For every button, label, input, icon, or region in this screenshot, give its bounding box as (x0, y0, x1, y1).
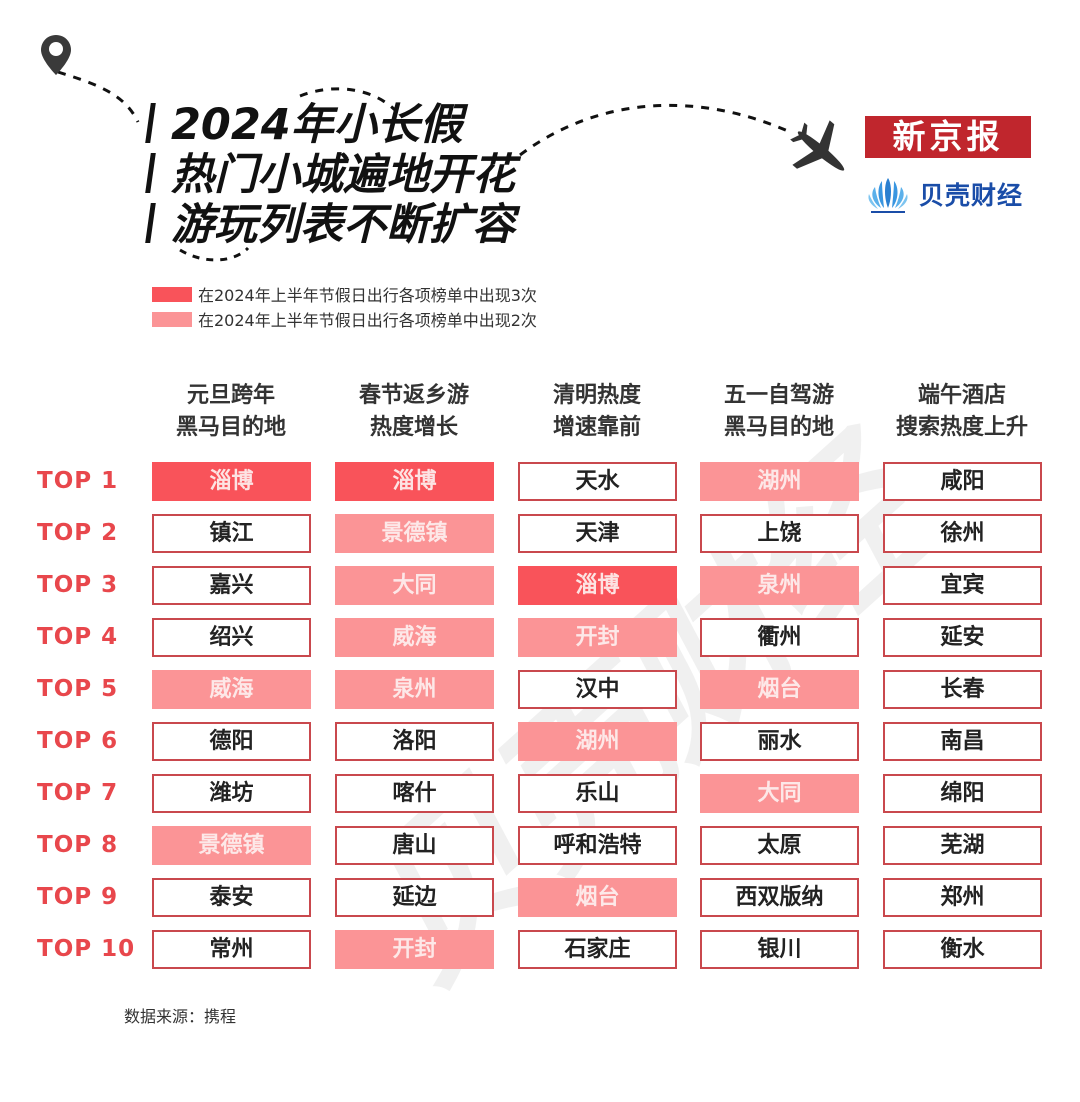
city-cell: 徐州 (883, 514, 1042, 553)
city-cell: 泉州 (700, 566, 859, 605)
city-cell: 呼和浩特 (518, 826, 677, 865)
city-cell: 泉州 (335, 670, 494, 709)
finance-logo-text: 贝壳财经 (919, 181, 1024, 210)
rank-label: TOP 6 (37, 728, 119, 754)
column-header-line: 黑马目的地 (723, 415, 834, 440)
city-cell: 宜宾 (883, 566, 1042, 605)
column-header-newyear: 元旦跨年 黑马目的地 (146, 380, 316, 444)
legend-swatch-3 (152, 286, 192, 302)
city-cell: 开封 (335, 930, 494, 969)
column-header-line: 增速靠前 (552, 415, 641, 440)
city-cell: 郑州 (883, 878, 1042, 917)
city-cell: 银川 (700, 930, 859, 969)
city-cell: 烟台 (700, 670, 859, 709)
title-text-3: 游玩列表不断扩容 (171, 200, 515, 250)
column-header-line: 黑马目的地 (175, 415, 286, 440)
city-cell: 天水 (518, 462, 677, 501)
column-header-dragon-boat: 端午酒店搜索热度上升 (877, 380, 1047, 444)
city-cell: 丽水 (700, 722, 859, 761)
city-cell: 泰安 (152, 878, 311, 917)
city-cell: 芜湖 (883, 826, 1042, 865)
title-line-2: 热门小城遍地开花 (145, 150, 515, 200)
city-cell: 延安 (883, 618, 1042, 657)
city-cell: 景德镇 (152, 826, 311, 865)
rank-label: TOP 4 (37, 624, 119, 650)
city-cell: 乐山 (518, 774, 677, 813)
column-header-line: 热度增长 (369, 415, 458, 440)
city-cell: 景德镇 (335, 514, 494, 553)
rank-label: TOP 10 (37, 936, 136, 962)
city-cell: 大同 (335, 566, 494, 605)
title-text-2: 热门小城遍地开花 (171, 150, 515, 200)
city-cell: 威海 (335, 618, 494, 657)
city-cell: 湖州 (518, 722, 677, 761)
city-cell: 绍兴 (152, 618, 311, 657)
city-cell: 镇江 (152, 514, 311, 553)
column-header-line: 搜索热度上升 (895, 415, 1028, 440)
rank-label: TOP 8 (37, 832, 119, 858)
column-header-line: 五一自驾游 (723, 383, 834, 408)
city-cell: 大同 (700, 774, 859, 813)
city-cell: 开封 (518, 618, 677, 657)
city-cell: 淄博 (518, 566, 677, 605)
shell-logo-icon (868, 178, 908, 213)
column-header-mayday: 五一自驾游黑马目的地 (694, 380, 864, 444)
city-cell: 汉中 (518, 670, 677, 709)
city-cell: 潍坊 (152, 774, 311, 813)
finance-logo: 贝壳财经 (865, 172, 1023, 216)
city-cell: 天津 (518, 514, 677, 553)
city-cell: 德阳 (152, 722, 311, 761)
column-header-line: 端午酒店 (917, 383, 1006, 408)
rank-label: TOP 7 (37, 780, 119, 806)
city-cell: 常州 (152, 930, 311, 969)
city-cell: 唐山 (335, 826, 494, 865)
rank-label: TOP 2 (37, 520, 119, 546)
title-line-3: 游玩列表不断扩容 (145, 200, 515, 250)
legend-label-2: 在2024年上半年节假日出行各项榜单中出现2次 (198, 311, 537, 330)
city-cell: 洛阳 (335, 722, 494, 761)
rank-label: TOP 5 (37, 676, 119, 702)
city-cell: 烟台 (518, 878, 677, 917)
title-text-1: 2024年小长假 (171, 100, 463, 150)
city-cell: 长春 (883, 670, 1042, 709)
city-cell: 咸阳 (883, 462, 1042, 501)
city-cell: 喀什 (335, 774, 494, 813)
city-cell: 衢州 (700, 618, 859, 657)
city-cell: 石家庄 (518, 930, 677, 969)
city-cell: 南昌 (883, 722, 1042, 761)
city-cell: 湖州 (700, 462, 859, 501)
flight-path-decoration (57, 70, 791, 262)
city-cell: 上饶 (700, 514, 859, 553)
legend-swatch-2 (152, 311, 192, 327)
city-cell: 淄博 (152, 462, 311, 501)
legend-item-3-times: 在2024年上半年节假日出行各项榜单中出现3次 (152, 283, 537, 305)
data-source-note: 数据来源：携程 (124, 1007, 237, 1026)
city-cell: 淄博 (335, 462, 494, 501)
column-header-line: 春节返乡游 (358, 383, 469, 408)
city-cell: 延边 (335, 878, 494, 917)
legend-label-3: 在2024年上半年节假日出行各项榜单中出现3次 (198, 286, 537, 305)
airplane-icon (790, 120, 845, 171)
column-header-line: 清明热度 (552, 383, 641, 408)
city-cell: 绵阳 (883, 774, 1042, 813)
rank-label: TOP 9 (37, 884, 119, 910)
location-pin-icon (41, 35, 71, 75)
legend-item-2-times: 在2024年上半年节假日出行各项榜单中出现2次 (152, 308, 537, 330)
city-cell: 威海 (152, 670, 311, 709)
rank-label: TOP 1 (37, 468, 119, 494)
newspaper-logo: 新京报 (865, 116, 1031, 158)
city-cell: 嘉兴 (152, 566, 311, 605)
rank-label: TOP 3 (37, 572, 119, 598)
column-header-line: 元旦跨年 (186, 383, 275, 408)
city-cell: 衡水 (883, 930, 1042, 969)
title-line-1: 2024年小长假 (145, 100, 463, 150)
city-cell: 太原 (700, 826, 859, 865)
city-cell: 西双版纳 (700, 878, 859, 917)
column-header-spring-festival: 春节返乡游 热度增长 (329, 380, 499, 444)
column-header-qingming: 清明热度 增速靠前 (512, 380, 682, 444)
